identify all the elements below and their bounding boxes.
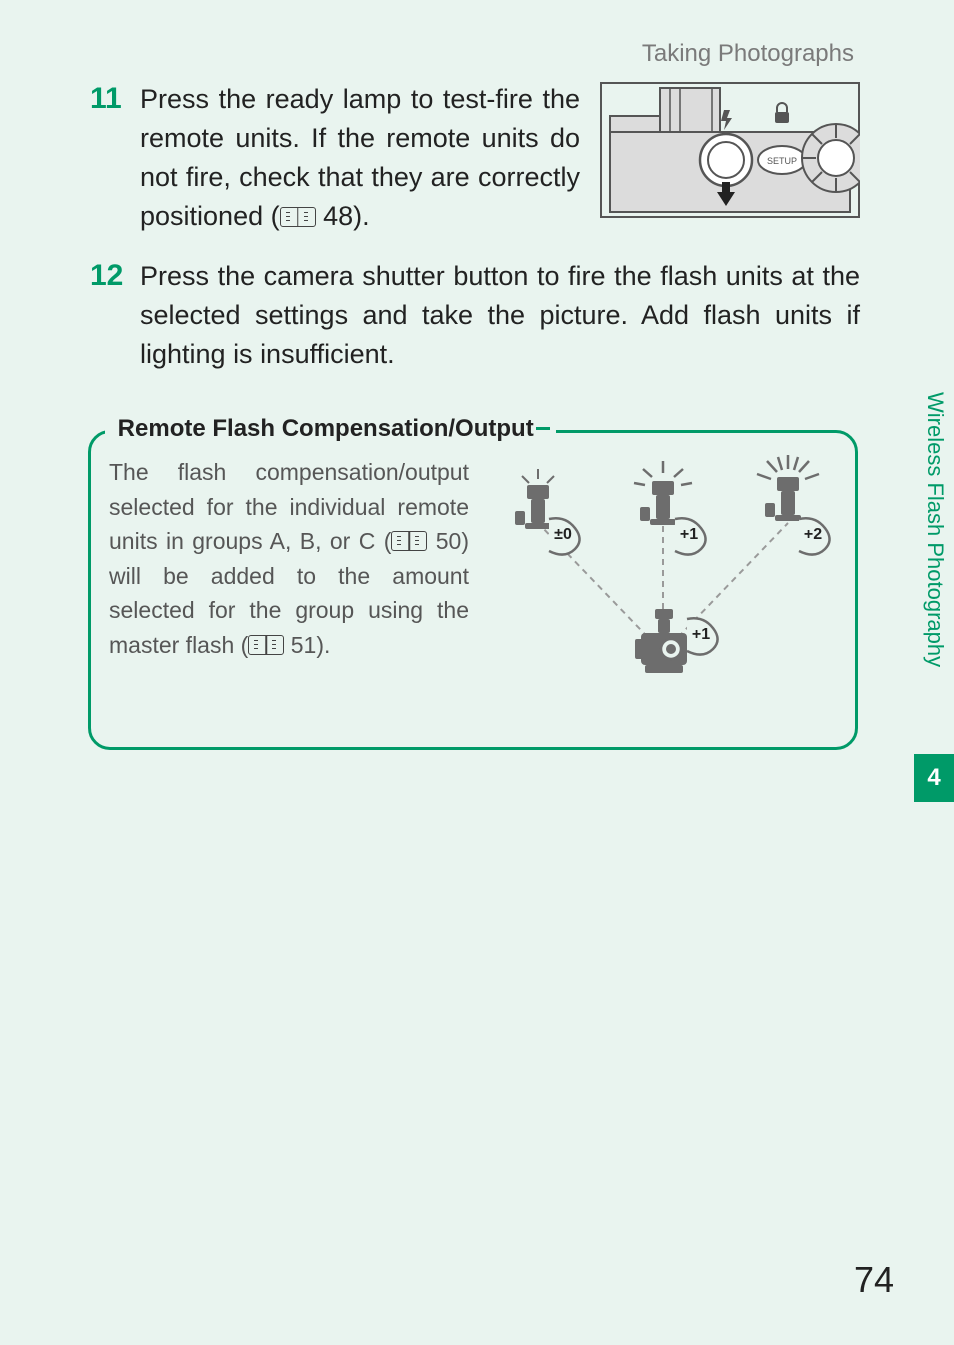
remote-value-a: ±0 [554,526,572,543]
page-ref-icon [280,207,316,227]
step-11-ref: 48 [323,201,353,231]
master-value: +1 [692,626,710,643]
step-text: Press the ready lamp to test-fire the re… [140,80,580,237]
step-number: 11 [90,80,140,237]
remote-value-b: +1 [680,526,698,543]
step-text: Press the camera shutter button to fire … [140,257,860,374]
step-11-text-b: ). [353,201,370,231]
remote-flash-b: +1 [634,461,706,555]
callout-title-dash [536,427,550,430]
flash-compensation-diagram: ±0 +1 [483,453,843,713]
side-tab-chapter: 4 [914,754,954,802]
page-number: 74 [854,1259,894,1301]
remote-value-c: +2 [804,526,822,543]
page: Taking Photographs 11 Press the ready la… [0,0,954,1345]
callout-title-text: Remote Flash Compensation/Output [118,415,534,442]
section-header: Taking Photographs [642,40,854,68]
page-ref-icon [248,635,284,655]
callout-ref-2: 51 [291,632,317,658]
remote-flash-c: +2 [757,455,830,555]
callout-box: Remote Flash Compensation/Output The fla… [88,430,858,750]
callout-text-c: ). [316,632,330,658]
setup-label: SETUP [767,156,797,166]
remote-flash-a: ±0 [515,469,580,555]
side-tab-label: Wireless Flash Photography [914,382,954,754]
step-12: 12 Press the camera shutter button to fi… [90,257,860,374]
callout-body: The flash compensation/output selected f… [109,455,469,662]
step-number: 12 [90,257,140,374]
side-tab: Wireless Flash Photography 4 [914,382,954,802]
master-value-bubble: +1 [687,618,718,654]
page-ref-icon [391,531,427,551]
device-illustration: SETUP [600,82,860,218]
master-camera [635,609,687,673]
callout-ref-1: 50 [436,528,462,554]
callout-title: Remote Flash Compensation/Output [105,415,556,443]
callout-title-tick [111,415,118,442]
